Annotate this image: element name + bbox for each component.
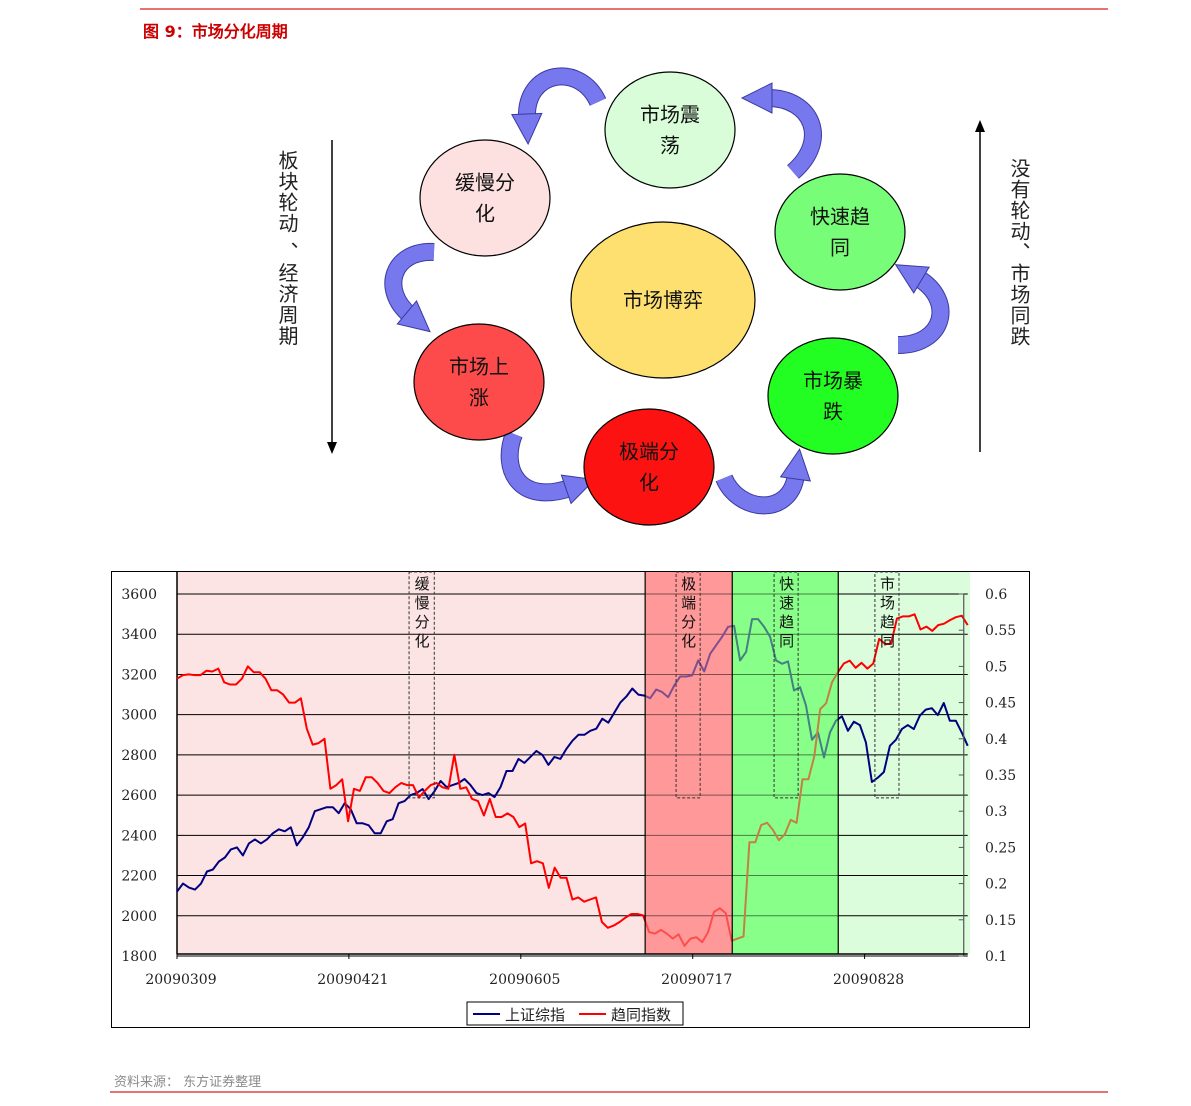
node-market-crash-label: 市场暴 bbox=[803, 369, 863, 393]
node-market-rise-label: 涨 bbox=[469, 386, 489, 410]
annotation-label: 市场趋同 bbox=[878, 576, 896, 652]
annotation-box bbox=[675, 571, 701, 799]
left-axis-text: 板块轮动 、经济周期 bbox=[275, 150, 299, 347]
y-right-tick-label: 0.4 bbox=[985, 732, 1007, 748]
y-left-tick-label: 3600 bbox=[121, 587, 157, 603]
x-tick-label: 20090717 bbox=[661, 972, 732, 988]
node-market-oscillation-label: 市场震 bbox=[640, 103, 700, 127]
phase-band bbox=[177, 572, 646, 954]
cycle-arrow-icon bbox=[501, 431, 596, 505]
annotation-box bbox=[408, 571, 435, 799]
annotation-box bbox=[874, 571, 900, 799]
node-market-rise bbox=[413, 323, 545, 441]
y-right-tick-label: 0.55 bbox=[985, 623, 1016, 639]
node-fast-convergence bbox=[774, 173, 906, 291]
phase-band-overlay bbox=[645, 572, 733, 954]
cycle-arrow-icon bbox=[385, 243, 435, 333]
y-right-tick-label: 0.2 bbox=[985, 877, 1007, 893]
node-market-oscillation-label: 荡 bbox=[660, 134, 680, 158]
annotation-label: 缓慢分化 bbox=[413, 576, 431, 652]
node-market-rise-label: 市场上 bbox=[449, 355, 509, 379]
annotation-label: 快速趋同 bbox=[777, 576, 795, 652]
node-extreme-divergence-label: 极端分 bbox=[619, 440, 679, 464]
x-tick-label: 20090605 bbox=[489, 972, 560, 988]
up-arrowhead-icon bbox=[975, 120, 985, 132]
top-rule bbox=[140, 8, 1108, 10]
cycle-arrows bbox=[384, 67, 950, 515]
y-right-tick-label: 0.35 bbox=[985, 768, 1016, 784]
y-left-tick-label: 2000 bbox=[121, 909, 157, 925]
node-slow-divergence-label: 缓慢分 bbox=[455, 171, 515, 195]
node-market-game-label: 市场博弈 bbox=[623, 288, 703, 312]
node-fast-convergence-label: 同 bbox=[830, 236, 850, 260]
y-left-tick-label: 1800 bbox=[121, 949, 157, 965]
phase-band bbox=[838, 572, 971, 954]
node-extreme-divergence-label: 化 bbox=[639, 471, 659, 495]
node-market-crash-label: 跌 bbox=[823, 400, 843, 424]
y-left-tick-label: 2200 bbox=[121, 869, 157, 885]
y-left-tick-label: 2600 bbox=[121, 788, 157, 804]
line-chart: 缓慢分化 极端分化 快速趋同 市场趋同 1800 2000 2200 2400 2600 280… bbox=[111, 571, 1030, 1028]
y-right-tick-label: 0.45 bbox=[985, 696, 1016, 712]
node-extreme-divergence bbox=[583, 408, 715, 526]
legend-label: 趋同指数 bbox=[611, 1006, 671, 1024]
y-right-tick-label: 0.1 bbox=[985, 949, 1007, 965]
node-fast-convergence-label: 快速趋 bbox=[810, 205, 870, 229]
annotation-box bbox=[773, 571, 799, 799]
y-left-tick-label: 3000 bbox=[121, 708, 157, 724]
cycle-arrow-icon bbox=[716, 448, 812, 514]
x-tick-label: 20090828 bbox=[833, 972, 904, 988]
node-market-oscillation bbox=[604, 71, 736, 189]
source-note: 资料来源： 东方证券整理 bbox=[114, 1075, 262, 1090]
cycle-arrow-icon bbox=[511, 68, 606, 146]
legend: 上证综指 趋同指数 bbox=[466, 1001, 684, 1026]
phase-band-overlay bbox=[732, 572, 839, 954]
figure-title: 图 9：市场分化周期 bbox=[143, 22, 288, 41]
bottom-rule bbox=[110, 1091, 1108, 1093]
node-market-crash bbox=[767, 337, 899, 455]
y-right-tick-label: 0.6 bbox=[985, 587, 1007, 603]
y-left-tick-label: 3400 bbox=[121, 627, 157, 643]
y-right-tick-label: 0.5 bbox=[985, 659, 1007, 675]
right-axis-text: 没有轮动、市场同跌 bbox=[1007, 158, 1031, 347]
y-left-tick-label: 2800 bbox=[121, 748, 157, 764]
y-left-tick-label: 2400 bbox=[121, 828, 157, 844]
cycle-arrow-icon bbox=[894, 264, 949, 353]
down-arrowhead-icon bbox=[327, 442, 337, 454]
y-right-tick-label: 0.25 bbox=[985, 840, 1016, 856]
x-tick-label: 20090421 bbox=[317, 972, 388, 988]
node-market-game bbox=[570, 221, 756, 379]
y-left-tick-label: 3200 bbox=[121, 667, 157, 683]
y-right-tick-label: 0.15 bbox=[985, 913, 1016, 929]
node-slow-divergence-label: 化 bbox=[475, 202, 495, 226]
cycle-arrow-icon bbox=[740, 82, 821, 179]
legend-label: 上证综指 bbox=[505, 1006, 565, 1024]
annotation-label: 极端分化 bbox=[679, 576, 697, 652]
x-tick-label: 20090309 bbox=[145, 972, 216, 988]
y-right-tick-label: 0.3 bbox=[985, 804, 1007, 820]
node-slow-divergence bbox=[419, 139, 551, 257]
